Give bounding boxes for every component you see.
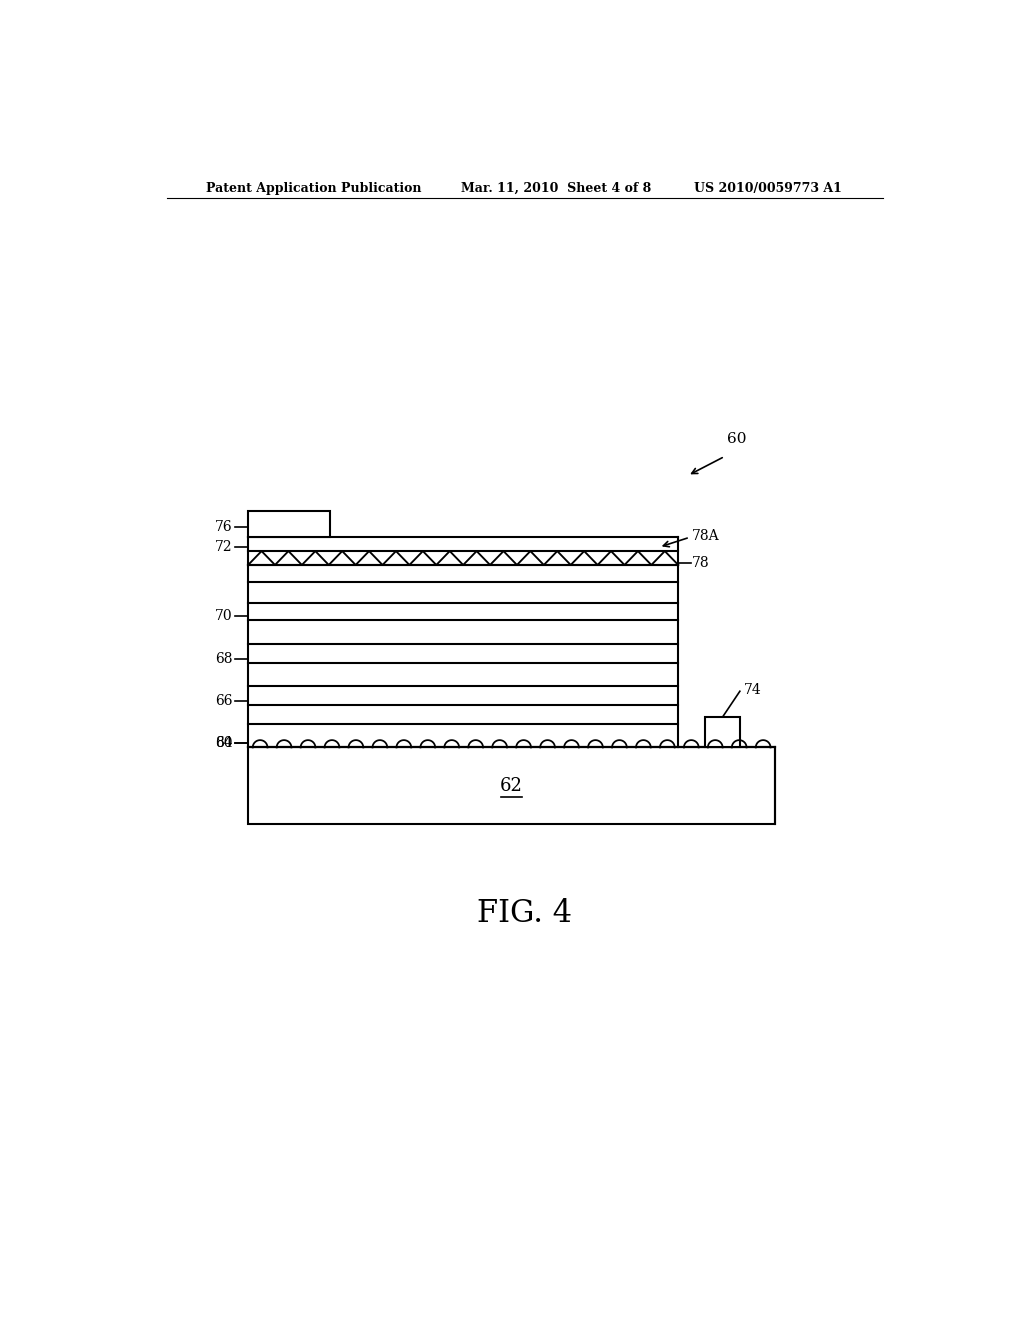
Text: 80: 80 [215, 735, 232, 750]
Text: 78A: 78A [692, 529, 720, 543]
Text: Mar. 11, 2010  Sheet 4 of 8: Mar. 11, 2010 Sheet 4 of 8 [461, 182, 651, 194]
Text: 70: 70 [215, 609, 232, 623]
Bar [706, 717, 740, 747]
Text: 78: 78 [692, 556, 710, 570]
Bar [248, 747, 775, 825]
Text: Patent Application Publication: Patent Application Publication [206, 182, 421, 194]
Text: 76: 76 [215, 520, 232, 533]
Text: 62: 62 [500, 777, 523, 795]
Text: 68: 68 [215, 652, 232, 665]
Text: 66: 66 [215, 694, 232, 709]
Text: 74: 74 [744, 682, 762, 697]
Text: FIG. 4: FIG. 4 [477, 898, 572, 928]
Text: 64: 64 [215, 735, 232, 750]
Text: US 2010/0059773 A1: US 2010/0059773 A1 [693, 182, 842, 194]
Text: 72: 72 [215, 540, 232, 554]
Bar [248, 511, 330, 537]
Text: 60: 60 [727, 433, 746, 446]
